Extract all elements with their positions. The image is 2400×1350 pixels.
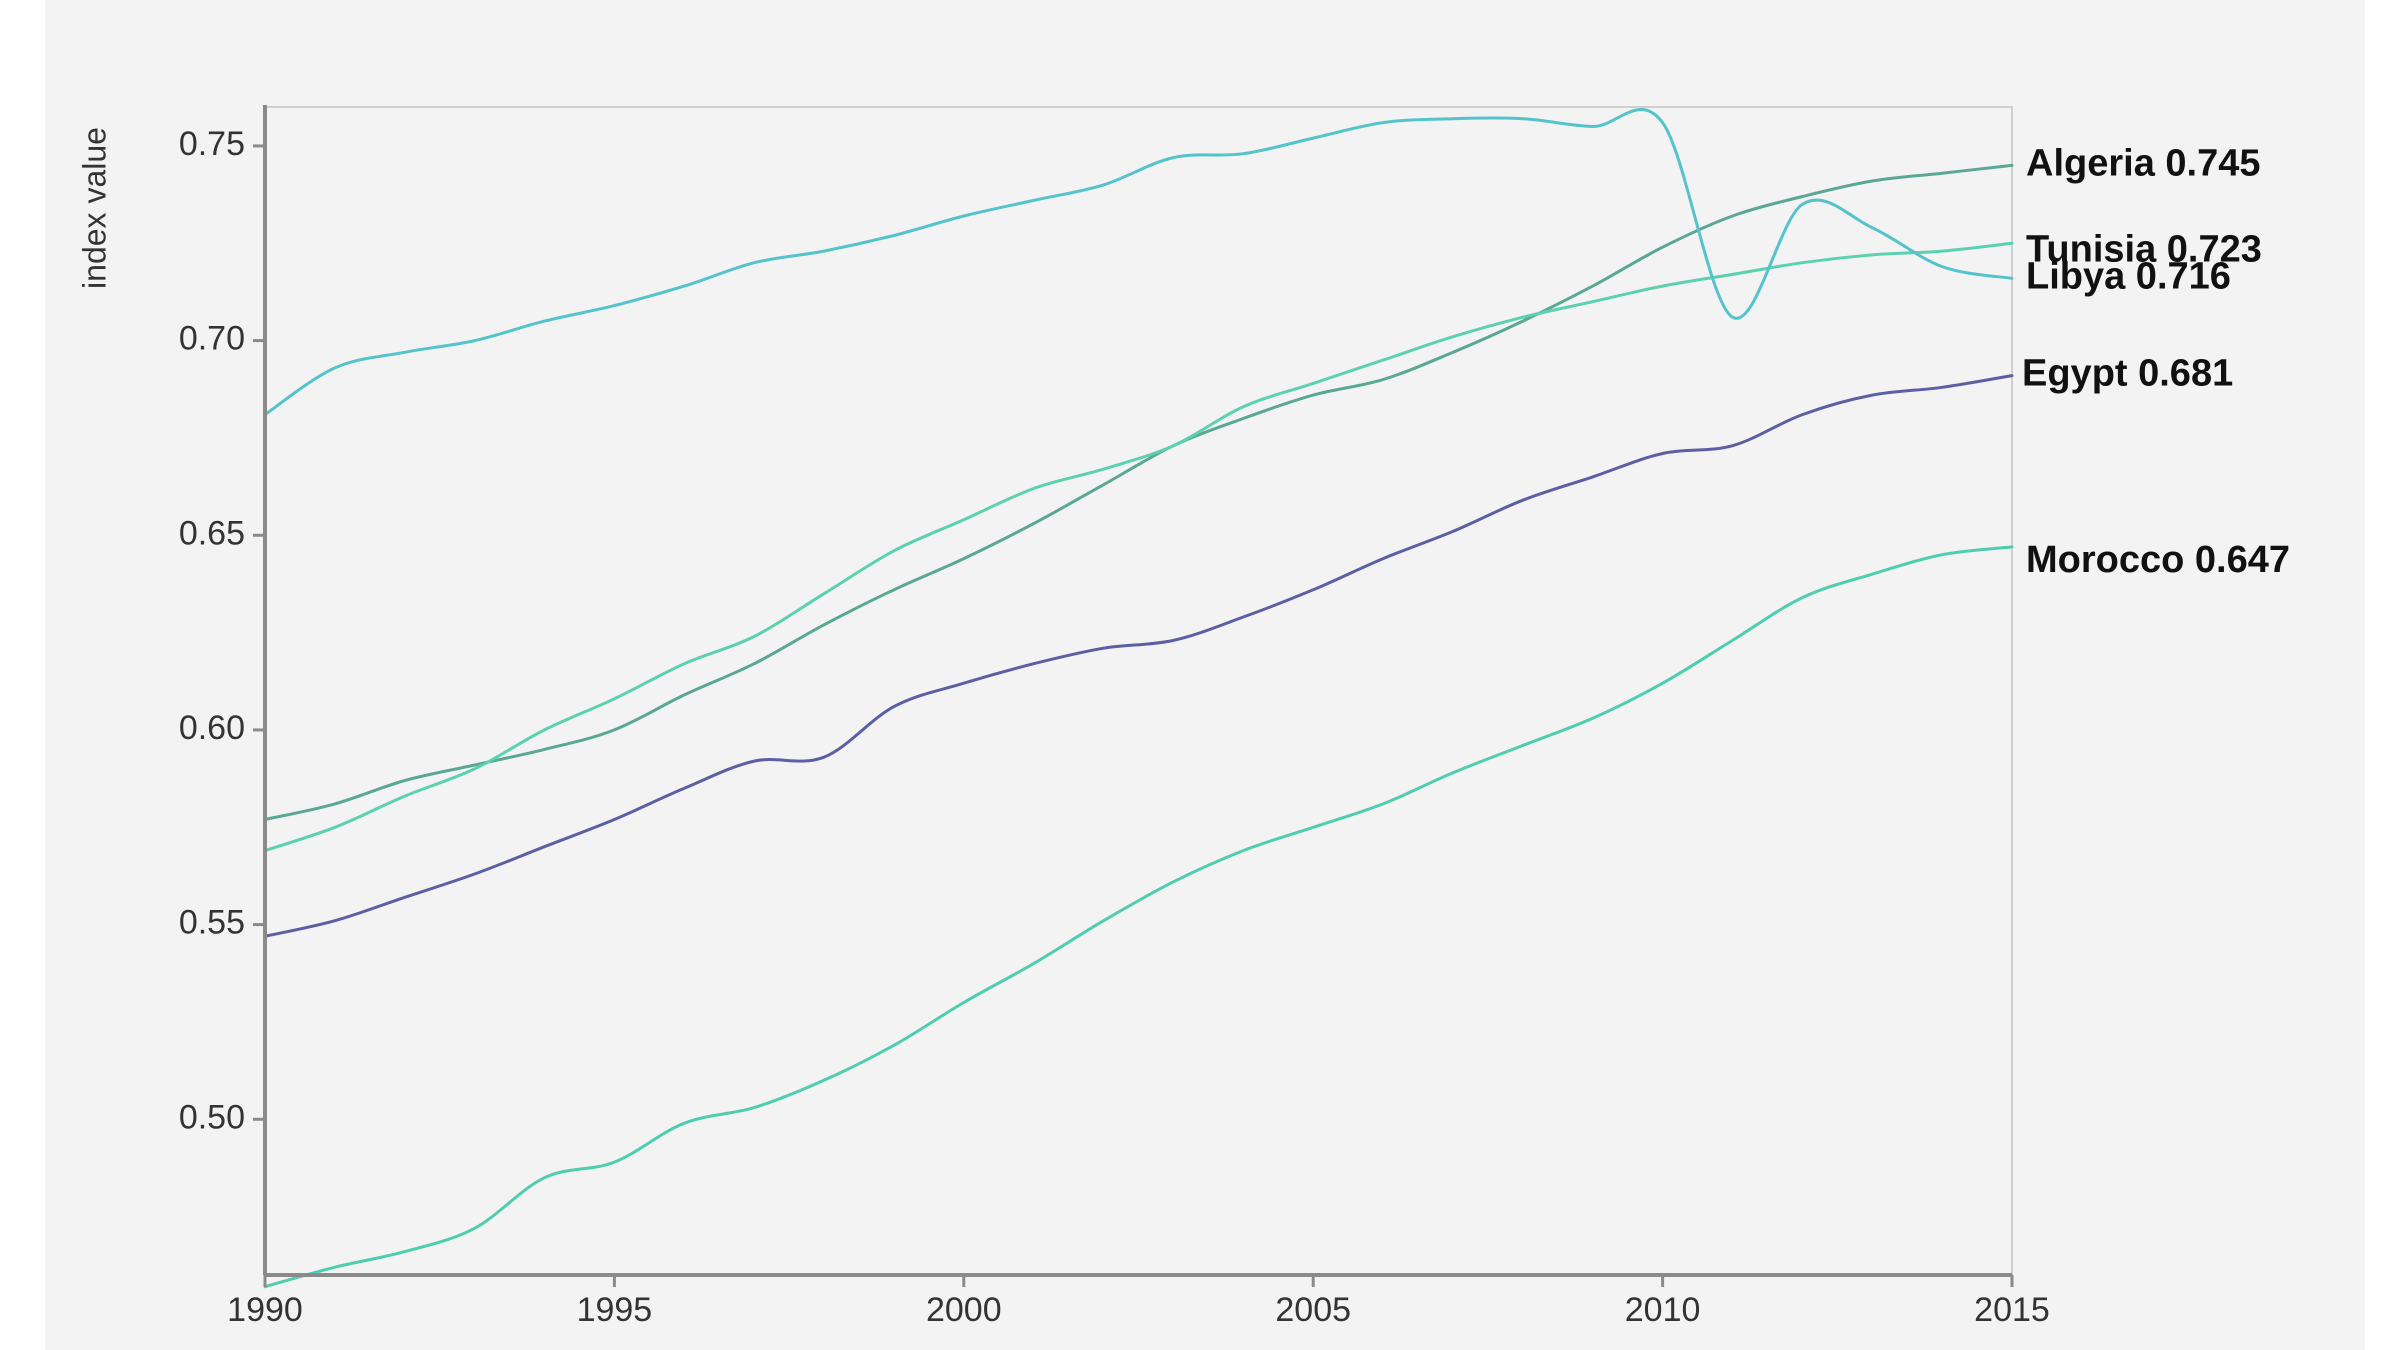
line-chart: 0.50 0.55 0.60 0.65 0.70 0.75 1990 1995 2000 200… bbox=[76, 105, 2290, 1329]
series-line-algeria bbox=[263, 163, 2014, 821]
x-tick-label: 2000 bbox=[926, 1291, 1002, 1329]
y-tick-label: 0.75 bbox=[179, 125, 245, 163]
x-tick-label: 2005 bbox=[1275, 1291, 1351, 1329]
end-label-morocco: Morocco 0.647 bbox=[2026, 539, 2290, 581]
series-line-morocco bbox=[263, 545, 2014, 1289]
x-axis-ticks: 1990 1995 2000 2005 2010 2015 bbox=[227, 1275, 2050, 1329]
y-axis-ticks: 0.50 0.55 0.60 0.65 0.70 0.75 bbox=[179, 125, 265, 1136]
x-tick-label: 1990 bbox=[227, 1291, 303, 1329]
y-tick-label: 0.70 bbox=[179, 320, 245, 358]
end-label-libya: Libya 0.716 bbox=[2026, 255, 2231, 297]
y-tick-label: 0.65 bbox=[179, 514, 245, 552]
y-tick-label: 0.50 bbox=[179, 1098, 245, 1136]
y-tick-label: 0.60 bbox=[179, 709, 245, 747]
x-tick-label: 2015 bbox=[1974, 1291, 2050, 1329]
plot-frame bbox=[264, 106, 2013, 1276]
x-tick-label: 1995 bbox=[577, 1291, 653, 1329]
series-line-libya bbox=[263, 108, 2014, 417]
series-layer bbox=[263, 108, 2014, 1289]
y-axis-title: index value bbox=[76, 127, 112, 289]
x-tick-label: 2010 bbox=[1625, 1291, 1701, 1329]
end-label-tunisia: Tunisia 0.723 bbox=[2026, 228, 2262, 270]
y-tick-label: 0.55 bbox=[179, 904, 245, 942]
series-line-egypt bbox=[263, 374, 2014, 938]
end-label-egypt: Egypt 0.681 bbox=[2022, 353, 2233, 395]
chart-panel: 0.50 0.55 0.60 0.65 0.70 0.75 1990 1995 2000 200… bbox=[45, 0, 2365, 1350]
series-line-tunisia bbox=[263, 241, 2014, 853]
end-label-algeria: Algeria 0.745 bbox=[2026, 142, 2260, 184]
